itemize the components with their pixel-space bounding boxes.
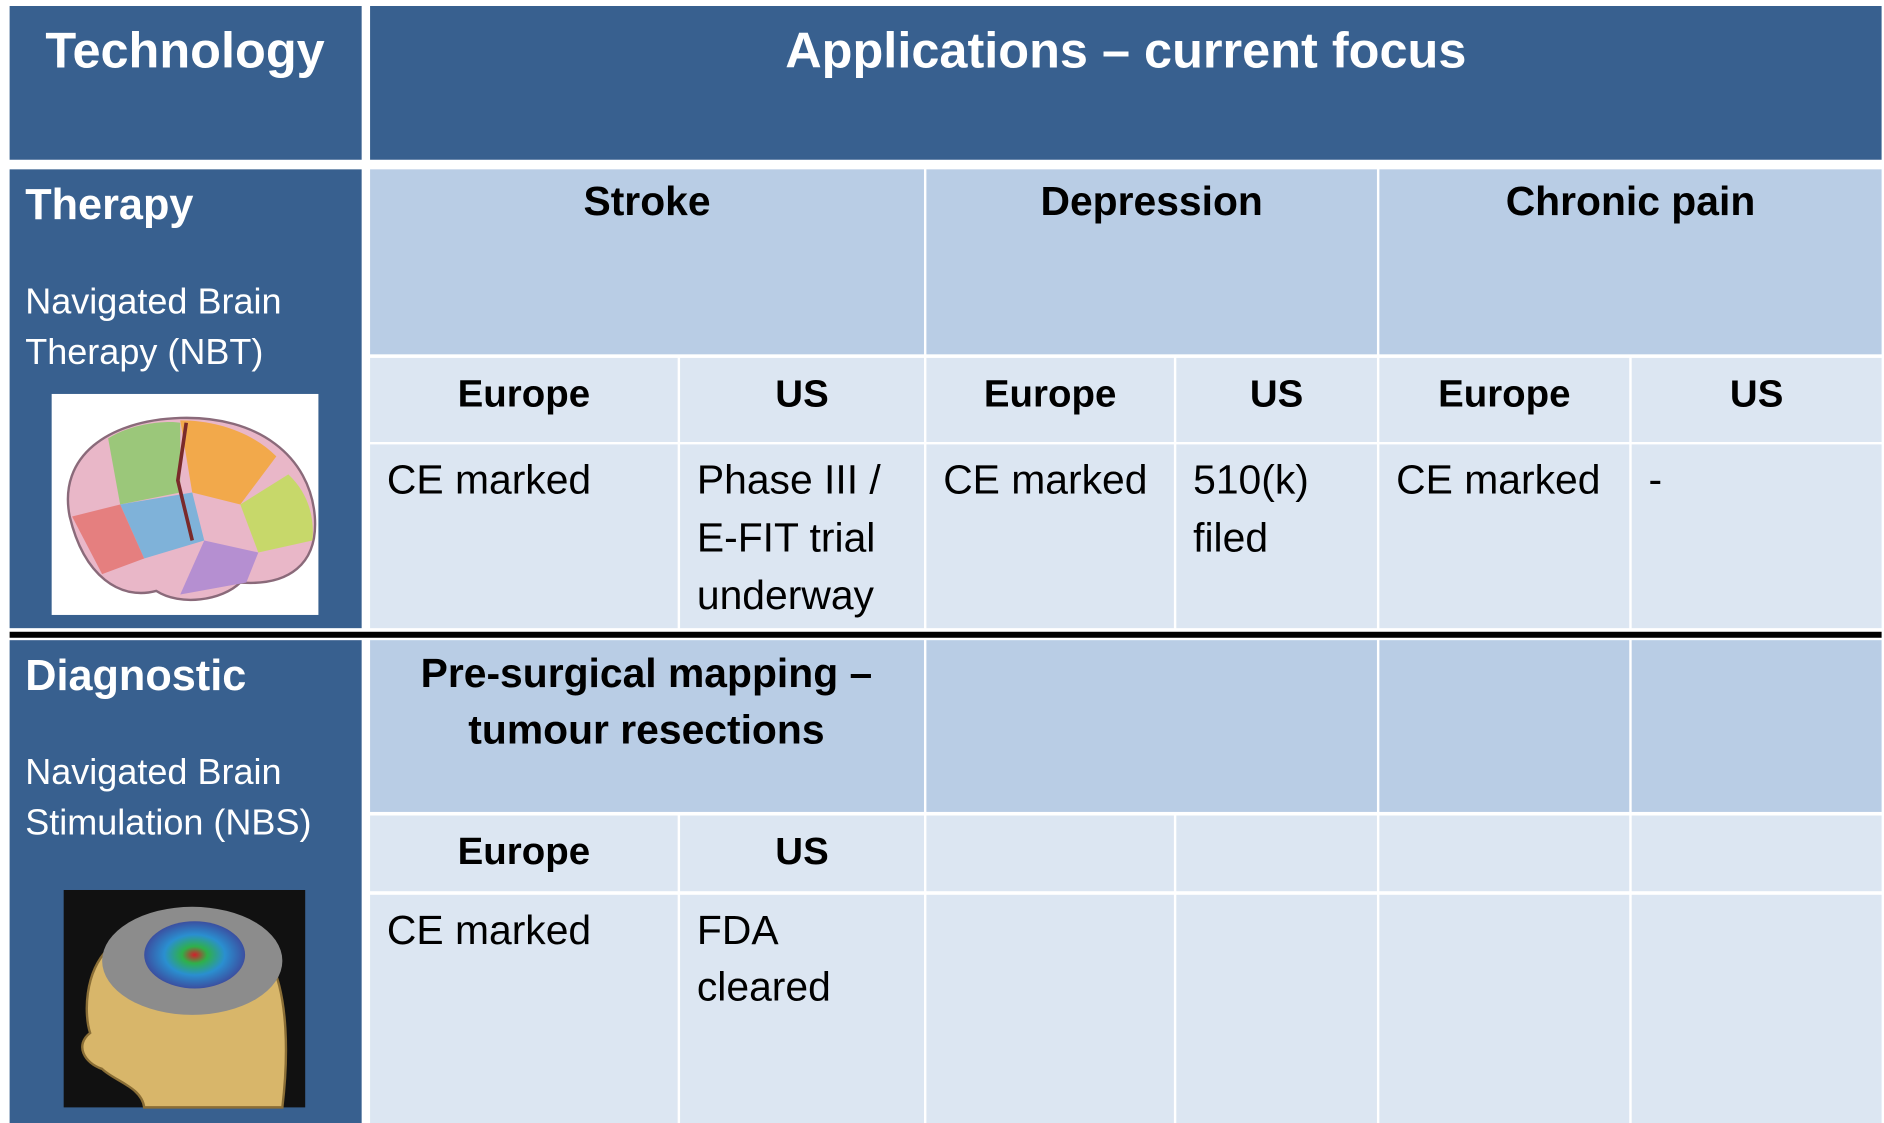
status-cell [370, 894, 678, 1123]
head-illustration [63, 889, 306, 1109]
region-label: US [775, 373, 828, 416]
region-cell [1176, 357, 1377, 442]
status-cell [1176, 444, 1377, 629]
status-text: - [1649, 457, 1663, 503]
status-text: underway [697, 572, 875, 618]
header-text: Applications – current focus [785, 21, 1466, 78]
status-cell [1631, 894, 1882, 1123]
application-name: tumour resections [468, 706, 824, 752]
region-cell [370, 815, 678, 892]
region-cell [370, 357, 678, 442]
status-text: CE marked [387, 907, 591, 953]
status-cell [1379, 444, 1630, 629]
application-cell [926, 640, 1377, 812]
header-cell [9, 6, 362, 160]
region-cell [1379, 815, 1630, 892]
application-cell [370, 640, 924, 812]
status-text: 510(k) [1193, 457, 1309, 503]
table [9, 6, 1882, 1123]
region-cell [926, 357, 1174, 442]
technology-subtitle: Navigated Brain [25, 751, 281, 792]
region-label: US [1730, 373, 1783, 416]
header-text: Technology [45, 21, 324, 78]
application-name: Depression [1040, 178, 1262, 224]
region-label: US [1250, 373, 1303, 416]
application-cell [926, 169, 1377, 355]
status-cell [926, 444, 1174, 629]
technology-title: Diagnostic [25, 652, 246, 700]
status-cell [1176, 894, 1377, 1123]
application-name: Chronic pain [1506, 178, 1756, 224]
application-cell [1631, 640, 1882, 812]
region-label: Europe [1438, 373, 1570, 416]
application-cell [1379, 169, 1882, 355]
status-cell [370, 444, 678, 629]
region-label: Europe [984, 373, 1116, 416]
region-cell [680, 357, 924, 442]
status-cell [926, 894, 1174, 1123]
status-text: E-FIT trial [697, 514, 875, 560]
region-cell [680, 815, 924, 892]
status-text: cleared [697, 963, 831, 1009]
status-text: CE marked [943, 457, 1147, 503]
region-cell [926, 815, 1174, 892]
status-text: Phase III / [697, 457, 882, 503]
region-label: Europe [458, 830, 590, 873]
application-cell [370, 169, 924, 355]
status-cell [680, 894, 924, 1123]
status-text: FDA [697, 907, 779, 953]
status-text: filed [1193, 514, 1268, 560]
status-text: CE marked [1396, 457, 1600, 503]
region-cell [1379, 357, 1630, 442]
status-text: CE marked [387, 457, 591, 503]
status-cell [1379, 894, 1630, 1123]
brain-illustration [51, 393, 319, 615]
region-label: US [775, 830, 828, 873]
header-cell [370, 6, 1882, 160]
application-cell [1379, 640, 1630, 812]
section-divider [9, 631, 1882, 638]
table-text: Technology Applications – current focus Th… [25, 21, 1783, 1009]
status-cell [680, 444, 924, 629]
technology-subtitle: Navigated Brain [25, 280, 281, 321]
technology-title: Therapy [25, 181, 193, 229]
application-name: Stroke [583, 178, 710, 224]
region-cell [1631, 815, 1882, 892]
technology-subtitle: Stimulation (NBS) [25, 802, 311, 843]
region-cell [1631, 357, 1882, 442]
region-label: Europe [458, 373, 590, 416]
application-name: Pre-surgical mapping – [421, 650, 873, 696]
technology-subtitle: Therapy (NBT) [25, 331, 263, 372]
region-cell [1176, 815, 1377, 892]
status-cell [1631, 444, 1882, 629]
